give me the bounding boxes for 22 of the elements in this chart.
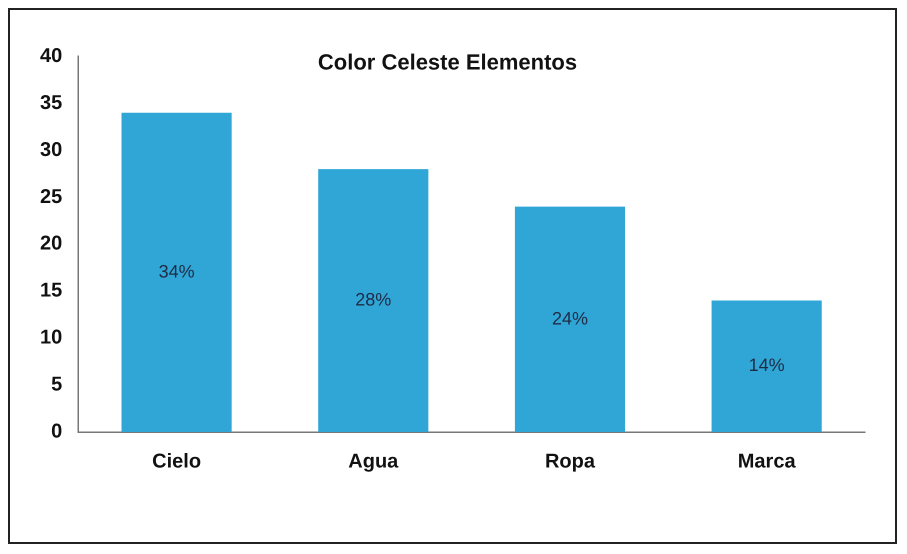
y-tick-label: 20 — [40, 232, 62, 255]
data-label: 28% — [355, 290, 392, 310]
bar — [318, 169, 428, 432]
x-tick-label: Marca — [738, 450, 796, 473]
data-label: 34% — [158, 261, 195, 282]
bar — [514, 206, 626, 432]
chart-title: Color Celeste Elementos — [318, 49, 578, 74]
y-tick-label: 40 — [40, 44, 62, 67]
x-tick-label: Agua — [348, 450, 400, 473]
x-tick-label: Cielo — [152, 450, 202, 473]
data-label: 24% — [552, 308, 588, 328]
y-tick-label: 0 — [51, 420, 62, 443]
y-tick-label: 25 — [40, 186, 62, 208]
y-tick-label: 10 — [40, 326, 62, 349]
y-tick-label: 5 — [51, 374, 62, 396]
bar — [122, 112, 232, 432]
y-tick-label: 15 — [40, 280, 62, 302]
data-label: 14% — [748, 355, 785, 376]
bar — [712, 300, 822, 432]
x-tick-label: Ropa — [544, 450, 596, 473]
y-tick-label: 35 — [40, 92, 62, 114]
y-tick-label: 30 — [40, 138, 62, 161]
